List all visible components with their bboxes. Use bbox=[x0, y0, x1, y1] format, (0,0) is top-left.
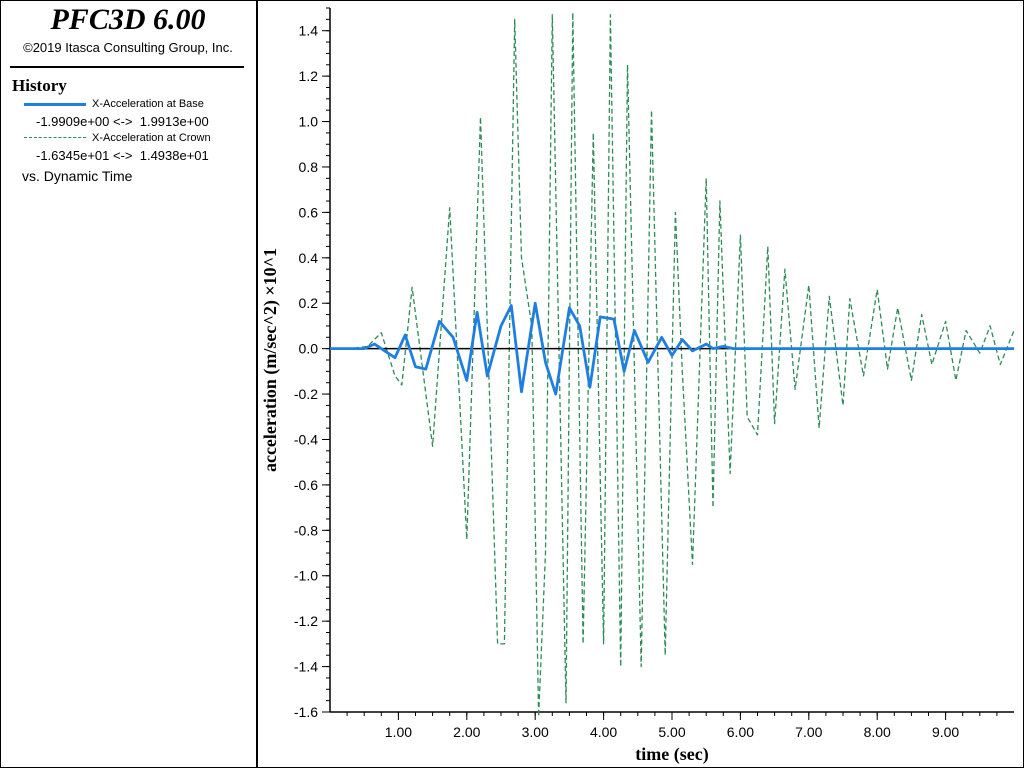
chart-series bbox=[330, 11, 1015, 718]
legend-swatch-crown bbox=[24, 137, 86, 138]
y-axis-title: acceleration (m/sec^2) ×10^1 bbox=[260, 248, 281, 472]
y-tick-label: -1.2 bbox=[294, 613, 318, 629]
legend-series-base-range: -1.9909e+00 <-> 1.9913e+00 bbox=[36, 114, 209, 129]
y-tick-label: -1.0 bbox=[294, 568, 318, 584]
x-tick-label: 6.00 bbox=[727, 724, 754, 740]
x-tick-label: 1.00 bbox=[385, 724, 412, 740]
y-tick-label: 0.2 bbox=[299, 295, 319, 311]
y-tick-label: 0.8 bbox=[299, 159, 319, 175]
y-tick-label: -0.6 bbox=[294, 477, 318, 493]
y-tick-label: -1.6 bbox=[294, 704, 318, 720]
x-tick-label: 8.00 bbox=[864, 724, 891, 740]
app-title: PFC3D 6.00 bbox=[50, 3, 206, 36]
y-tick-label: -0.2 bbox=[294, 386, 318, 402]
y-tick-label: 1.0 bbox=[299, 114, 319, 130]
legend-series-crown-name: X-Acceleration at Crown bbox=[92, 132, 211, 144]
title-divider bbox=[10, 66, 244, 68]
panel-divider bbox=[256, 0, 258, 768]
history-heading: History bbox=[12, 76, 67, 95]
y-tick-label: 0.4 bbox=[299, 250, 319, 266]
y-tick-label: 0.0 bbox=[299, 341, 319, 357]
y-tick-label: -0.4 bbox=[294, 431, 318, 447]
y-tick-label: -0.8 bbox=[294, 522, 318, 538]
chart-ticks: 1.00 2.00 3.00 4.00 5.00 6.00 7.00 8.00 9.00 1.4 1… bbox=[294, 7, 998, 740]
x-tick-label: 5.00 bbox=[658, 724, 685, 740]
x-tick-label: 4.00 bbox=[590, 724, 617, 740]
x-tick-label: 7.00 bbox=[795, 724, 822, 740]
y-tick-label: 1.4 bbox=[299, 23, 319, 39]
x-tick-label: 2.00 bbox=[453, 724, 480, 740]
y-tick-label: 0.6 bbox=[299, 204, 319, 220]
x-axis-title: time (sec) bbox=[635, 744, 708, 765]
legend-series-base-name: X-Acceleration at Base bbox=[92, 98, 204, 110]
history-chart: 1.00 2.00 3.00 4.00 5.00 6.00 7.00 8.00 9.00 1.4 1… bbox=[260, 7, 1015, 765]
legend-series-crown-range: -1.6345e+01 <-> 1.4938e+01 bbox=[36, 148, 209, 163]
legend-vs-label: vs. Dynamic Time bbox=[22, 168, 133, 184]
chart-axes bbox=[329, 8, 1014, 713]
legend-swatch-base bbox=[24, 103, 86, 106]
series-line-crown bbox=[330, 11, 1015, 718]
legend-panel: PFC3D 6.00 ©2019 Itasca Consulting Group… bbox=[0, 0, 256, 768]
y-tick-label: -1.4 bbox=[294, 659, 318, 675]
copyright-notice: ©2019 Itasca Consulting Group, Inc. bbox=[23, 40, 233, 55]
x-tick-label: 3.00 bbox=[522, 724, 549, 740]
x-tick-label: 9.00 bbox=[932, 724, 959, 740]
y-tick-label: 1.2 bbox=[299, 68, 319, 84]
series-line-base bbox=[330, 301, 1014, 396]
